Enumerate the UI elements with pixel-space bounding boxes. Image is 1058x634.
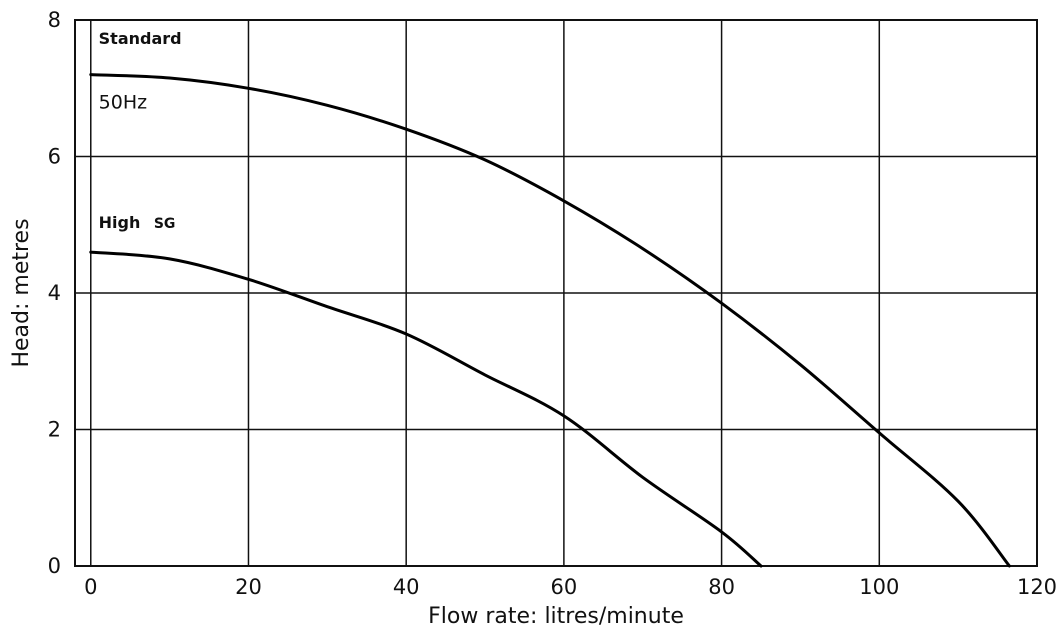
annotation-2: 50Hz [99,92,147,114]
tick-labels: 0 20 40 60 80 100 120 0 2 4 6 8 [48,8,1057,599]
x-tick-label-100: 100 [859,575,899,599]
x-tick-label-60: 60 [551,575,578,599]
y-tick-label-6: 6 [48,145,61,169]
x-tick-label-20: 20 [235,575,262,599]
series-line-2 [89,250,763,568]
annotation-4: SG [154,216,176,232]
x-tick-label-0: 0 [84,575,97,599]
y-axis-title: Head: metres [9,218,34,367]
annotation-1: Standard [99,29,182,48]
y-tick-label-2: 2 [48,418,61,442]
y-tick-label-0: 0 [48,554,61,578]
annotations: Standard 50Hz High SG [99,29,182,232]
x-tick-label-40: 40 [393,575,420,599]
x-tick-label-120: 120 [1017,575,1057,599]
x-axis-title: Flow rate: litres/minute [428,604,684,629]
y-tick-label-8: 8 [48,8,61,32]
x-tick-label-80: 80 [708,575,735,599]
y-tick-label-4: 4 [48,281,61,305]
annotation-3: High [99,213,141,232]
grid [74,19,1038,567]
series-lines [89,73,1011,568]
series-line-1 [89,73,1011,568]
plot-frame [74,19,1038,567]
